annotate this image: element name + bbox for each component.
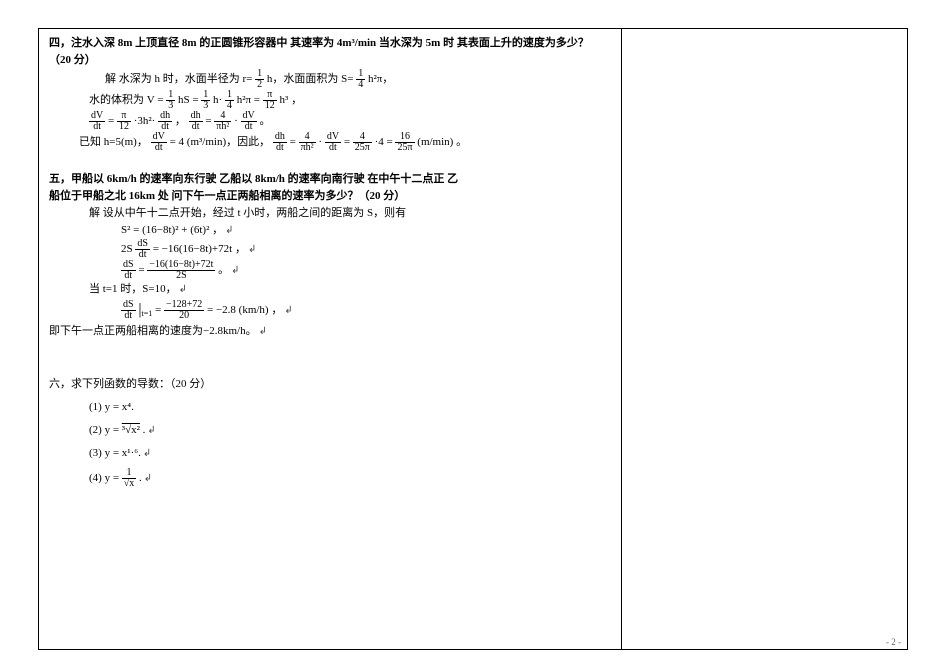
frac-dSdt-c: dSdt bbox=[121, 300, 136, 321]
frac-dVdt-a: dVdt bbox=[89, 111, 105, 132]
frac-4pih2: 4πh² bbox=[214, 111, 231, 132]
q5-line6: dSdt |t=1 = −128+7220 = −2.8 (km/h) ，↲ bbox=[49, 298, 609, 323]
q5-l6-d: = −2.8 (km/h) ， bbox=[207, 304, 282, 316]
q6-item4: (4) y = 1√x .↲ bbox=[49, 468, 609, 489]
frac-pi12: π12 bbox=[117, 111, 131, 132]
q5-l2-text: S² = (16−8t)² + (6t)² ， bbox=[121, 224, 223, 236]
frac-r: 12 bbox=[255, 69, 264, 90]
q4-line3: dVdt = π12 ·3h²· dhdt ， dhdt = 4πh² · dV… bbox=[49, 111, 609, 132]
q4-l2-prefix: 水的体积为 V = bbox=[89, 94, 163, 106]
q5-l5-text: 当 t=1 时，S=10， bbox=[89, 283, 177, 295]
q4-l3-eq2: = bbox=[205, 115, 214, 127]
para-mark-icon: ↲ bbox=[282, 305, 292, 316]
q4-l2-m2: h· bbox=[213, 94, 222, 106]
q4-l1-prefix: 解 水深为 h 时，水面半径为 r= bbox=[105, 73, 252, 85]
frac-dSdt-b: dSdt bbox=[121, 260, 136, 281]
q5-line3: 2S dSdt = −16(16−8t)+72t ，↲ bbox=[49, 239, 609, 260]
q5-l6-b: = bbox=[155, 304, 164, 316]
q4-title: 四，注水入深 8m 上顶直径 8m 的正圆锥形容器中 其速率为 4m³/min … bbox=[49, 35, 609, 69]
spacer bbox=[49, 358, 609, 376]
q5-l7-a: 即下午一点正两船相离的速度为 bbox=[49, 325, 203, 337]
q4-line2: 水的体积为 V = 13 hS = 13 h· 14 h²π = π12 h³ … bbox=[49, 90, 609, 111]
q5-line2: S² = (16−8t)² + (6t)² ，↲ bbox=[49, 222, 609, 239]
q4-l1-suffix: h²π， bbox=[368, 73, 393, 85]
q5-answer: −2.8km/h bbox=[203, 325, 246, 337]
q5-title-2: 船位于甲船之北 16km 处 问下午一点正两船相离的速率为多少？（20 分） bbox=[49, 188, 609, 205]
para-mark-icon: ↲ bbox=[177, 284, 187, 295]
q4-l3-suf: 。 bbox=[260, 115, 271, 127]
q5-l4-d: 。 bbox=[218, 264, 229, 276]
frac-dSdt-a: dSdt bbox=[135, 239, 150, 260]
para-mark-icon: ↲ bbox=[246, 244, 256, 255]
q4-l2-suf: h³ ， bbox=[280, 94, 303, 106]
q5-line4: dSdt = −16(16−8t)+72t2S 。↲ bbox=[49, 260, 609, 281]
page-footer: - 2 - bbox=[886, 637, 901, 647]
q4-l4-m3: ·4 = bbox=[375, 136, 396, 148]
q5-line7: 即下午一点正两船相离的速度为−2.8km/h。↲ bbox=[49, 323, 609, 340]
q4-l4-pre: 已知 h=5(m)， bbox=[79, 136, 148, 148]
q5-line5: 当 t=1 时，S=10，↲ bbox=[49, 281, 609, 298]
q4-l3-m1: ·3h²· bbox=[134, 115, 156, 127]
q4-l4-suf: (m/min) 。 bbox=[417, 136, 467, 148]
q4-l3-m2: ， bbox=[175, 115, 186, 127]
sheet-border: 四，注水入深 8m 上顶直径 8m 的正圆锥形容器中 其速率为 4m³/min … bbox=[38, 28, 908, 650]
frac-12872: −128+7220 bbox=[164, 300, 204, 321]
column-divider bbox=[621, 29, 622, 649]
eval-sub: t=1 bbox=[142, 309, 153, 318]
spacer bbox=[49, 153, 609, 171]
frac-big: −16(16−8t)+72t2S bbox=[147, 260, 215, 281]
q6-title: 六，求下列函数的导数：（20 分） bbox=[49, 376, 609, 393]
q4-l3-eq1: = bbox=[108, 115, 117, 127]
q6-i2-a: (2) y = bbox=[89, 424, 122, 436]
q4-line1: 解 水深为 h 时，水面半径为 r= 12 h，水面面积为 S= 14 h²π， bbox=[49, 69, 609, 90]
para-mark-icon: ↲ bbox=[257, 326, 267, 337]
frac-V4: π12 bbox=[263, 90, 277, 111]
frac-dVdt-d: dVdt bbox=[325, 132, 341, 153]
frac-4pih2-b: 4πh² bbox=[299, 132, 316, 153]
para-mark-icon: ↲ bbox=[145, 425, 155, 436]
para-mark-icon: ↲ bbox=[142, 473, 152, 484]
frac-dhdt-a: dhdt bbox=[158, 111, 172, 132]
q4-l2-m1: hS = bbox=[178, 94, 199, 106]
q4-l1-mid: h，水面面积为 S= bbox=[267, 73, 354, 85]
q6-item1: (1) y = x⁴. bbox=[49, 399, 609, 416]
page: 四，注水入深 8m 上顶直径 8m 的正圆锥形容器中 其速率为 4m³/min … bbox=[0, 0, 945, 668]
frac-dhdt-c: dhdt bbox=[273, 132, 287, 153]
q4-l2-m3: h²π = bbox=[237, 94, 260, 106]
frac-dhdt-b: dhdt bbox=[189, 111, 203, 132]
frac-dVdt-c: dVdt bbox=[151, 132, 167, 153]
frac-V1: 13 bbox=[166, 90, 175, 111]
spacer bbox=[49, 340, 609, 358]
q5-l4-b: = bbox=[138, 264, 147, 276]
q6-item2: (2) y = ³√x² .↲ bbox=[49, 422, 609, 439]
content-column: 四，注水入深 8m 上顶直径 8m 的正圆锥形容器中 其速率为 4m³/min … bbox=[49, 35, 609, 641]
q5-l3-c: = −16(16−8t)+72t ， bbox=[153, 243, 246, 255]
q6-i3-text: (3) y = x¹·⁶. bbox=[89, 447, 141, 459]
q5-l7-c: 。 bbox=[246, 325, 257, 337]
q4-l4-m2: · bbox=[318, 136, 322, 148]
frac-V2: 13 bbox=[201, 90, 210, 111]
q6-item3: (3) y = x¹·⁶.↲ bbox=[49, 445, 609, 462]
frac-425pi: 425π bbox=[353, 132, 372, 153]
frac-1625pi: 1625π bbox=[395, 132, 414, 153]
frac-1sqrtx: 1√x bbox=[122, 468, 137, 489]
para-mark-icon: ↲ bbox=[141, 448, 151, 459]
q5-line1: 解 设从中午十二点开始，经过 t 小时，两船之间的距离为 S，则有 bbox=[49, 205, 609, 222]
q4-l4-eq1: = bbox=[290, 136, 299, 148]
q6-i4-a: (4) y = bbox=[89, 472, 122, 484]
q5-l3-a: 2S bbox=[121, 243, 135, 255]
q4-l3-m3: · bbox=[234, 115, 238, 127]
q4-line4: 已知 h=5(m)， dVdt = 4 (m³/min)，因此， dhdt = … bbox=[49, 132, 609, 153]
para-mark-icon: ↲ bbox=[223, 225, 233, 236]
para-mark-icon: ↲ bbox=[229, 265, 239, 276]
root-expr: ³√x² bbox=[122, 424, 140, 436]
q4-l4-m1: = 4 (m³/min)，因此， bbox=[170, 136, 271, 148]
q5-title-1: 五，甲船以 6km/h 的速率向东行驶 乙船以 8km/h 的速率向南行驶 在中… bbox=[49, 171, 609, 188]
q4-l4-eq2: = bbox=[344, 136, 353, 148]
frac-dVdt-b: dVdt bbox=[241, 111, 257, 132]
frac-S: 14 bbox=[356, 69, 365, 90]
frac-V3: 14 bbox=[225, 90, 234, 111]
